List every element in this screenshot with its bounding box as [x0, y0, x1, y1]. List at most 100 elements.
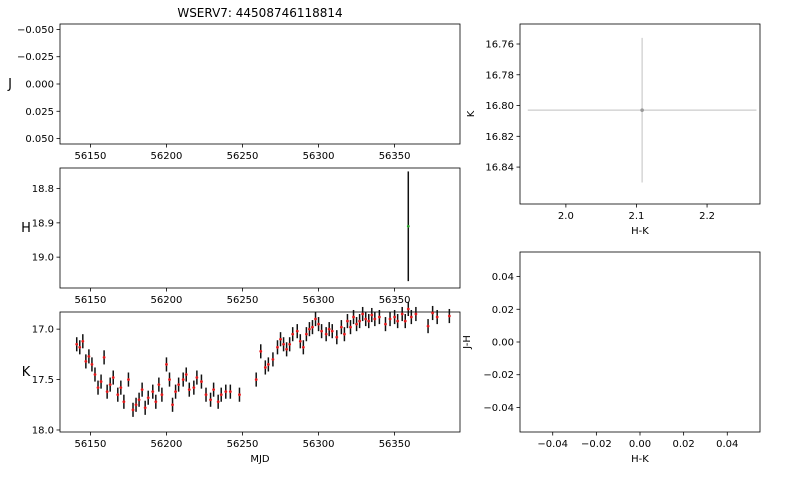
x-axis-label: H-K — [631, 226, 649, 237]
data-point — [301, 345, 305, 349]
data-point — [224, 390, 228, 394]
y-tick-label: 17.0 — [32, 325, 54, 336]
data-point — [212, 388, 216, 392]
data-point — [384, 322, 387, 326]
data-point — [219, 393, 223, 397]
data-point — [216, 400, 220, 404]
data-point — [447, 314, 451, 318]
data-point — [200, 380, 203, 383]
x-tick-label: 56350 — [379, 151, 411, 162]
data-point — [311, 325, 314, 329]
data-point — [276, 345, 279, 349]
y-tick-label: −0.04 — [483, 403, 514, 414]
y-tick-label: −0.050 — [17, 25, 54, 36]
data-point — [174, 390, 177, 394]
data-point — [78, 345, 82, 349]
data-point — [127, 378, 130, 381]
data-point — [99, 380, 103, 383]
y-tick-label: 19.0 — [32, 253, 54, 264]
y-tick-label: 18.8 — [32, 184, 54, 195]
data-point — [346, 319, 349, 323]
x-tick-label: 2.2 — [699, 211, 715, 222]
data-point — [364, 317, 368, 321]
y-axis-label: K — [466, 110, 477, 117]
y-tick-label: −0.02 — [483, 370, 514, 381]
x-axis-label: MJD — [250, 454, 270, 465]
data-point — [435, 315, 439, 319]
y-tick-label: 16.80 — [485, 101, 514, 112]
data-point — [160, 393, 164, 397]
data-point — [361, 312, 365, 316]
chart-title: WSERV7: 44508746118814 — [177, 6, 342, 20]
data-point — [317, 322, 320, 326]
data-point — [81, 339, 85, 343]
data-point — [352, 315, 355, 319]
x-tick-label: 56300 — [303, 151, 335, 162]
data-point — [335, 335, 339, 339]
data-point — [330, 329, 334, 333]
data-point — [228, 390, 232, 394]
data-point — [187, 388, 191, 392]
data-point — [87, 354, 91, 358]
x-tick-label: 56200 — [151, 439, 183, 450]
x-tick-label: 56300 — [303, 295, 335, 306]
data-point — [403, 319, 407, 323]
data-point — [314, 317, 317, 321]
data-point — [105, 390, 109, 394]
data-point — [131, 408, 135, 412]
data-point — [254, 378, 258, 381]
data-point — [93, 373, 97, 376]
y-tick-label: −0.025 — [17, 52, 54, 63]
x-tick-label: 2.0 — [558, 211, 574, 222]
x-tick-label: 56250 — [227, 151, 259, 162]
y-tick-label: 0.00 — [492, 338, 514, 349]
data-point — [122, 400, 126, 404]
data-point — [195, 376, 199, 379]
x-axis-label: H-K — [631, 454, 649, 465]
data-point — [238, 393, 241, 397]
data-point — [367, 319, 371, 323]
data-point — [426, 324, 430, 328]
y-tick-label: 17.5 — [32, 375, 54, 386]
data-point — [388, 317, 392, 321]
y-tick-label: 18.9 — [32, 218, 54, 229]
data-point — [108, 383, 112, 387]
data-point — [168, 378, 171, 381]
y-tick-label: 18.0 — [32, 425, 54, 436]
x-tick-label: −0.02 — [581, 439, 612, 450]
y-axis-label: K — [22, 365, 31, 380]
x-tick-label: 56200 — [151, 295, 183, 306]
x-tick-label: 56150 — [75, 151, 107, 162]
data-point — [209, 398, 212, 402]
data-point — [377, 315, 381, 319]
data-point — [143, 406, 147, 410]
data-point — [90, 363, 94, 366]
data-point — [393, 315, 397, 319]
y-tick-label: 0.000 — [25, 80, 54, 91]
x-tick-label: 0.00 — [629, 439, 651, 450]
data-point — [134, 403, 138, 407]
data-point — [406, 224, 410, 228]
y-tick-label: 0.02 — [492, 305, 514, 316]
data-point — [154, 400, 158, 404]
data-point — [259, 349, 263, 353]
data-point — [308, 327, 311, 331]
x-tick-label: 56350 — [379, 295, 411, 306]
data-point — [355, 322, 358, 326]
plot-frame — [59, 167, 461, 289]
plot-frame — [59, 311, 461, 433]
data-point — [84, 360, 88, 363]
data-point — [406, 307, 410, 311]
data-point — [266, 363, 270, 366]
data-point — [271, 357, 275, 361]
y-tick-label: 16.78 — [485, 70, 514, 81]
x-tick-label: 0.02 — [673, 439, 695, 450]
data-point — [184, 373, 188, 376]
x-tick-label: 56150 — [75, 439, 107, 450]
data-point — [400, 312, 404, 316]
data-point — [102, 355, 106, 359]
data-point — [177, 383, 181, 387]
data-point — [431, 311, 435, 315]
y-axis-label: J — [7, 77, 12, 92]
